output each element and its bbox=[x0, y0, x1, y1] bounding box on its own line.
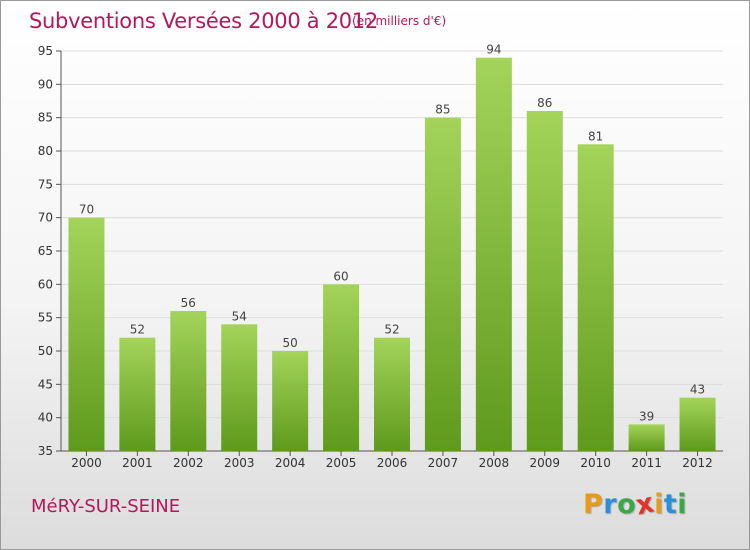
logo-letter: i bbox=[654, 489, 664, 520]
logo-letter: o bbox=[617, 489, 637, 520]
bar-2007 bbox=[424, 117, 461, 452]
x-tick-label: 2002 bbox=[173, 456, 204, 470]
y-tick-label: 60 bbox=[38, 277, 53, 291]
data-label: 52 bbox=[130, 323, 145, 337]
data-label: 50 bbox=[283, 336, 298, 350]
logo-letter: i bbox=[677, 489, 688, 520]
x-tick-label: 2012 bbox=[682, 456, 713, 470]
bar-2002 bbox=[170, 311, 207, 451]
x-tick-label: 2004 bbox=[275, 456, 306, 470]
data-label: 94 bbox=[486, 43, 501, 57]
data-label: 54 bbox=[232, 309, 247, 323]
data-label: 81 bbox=[588, 129, 603, 143]
data-label: 39 bbox=[639, 409, 654, 423]
data-label: 52 bbox=[384, 323, 399, 337]
bar-2004 bbox=[272, 351, 309, 451]
y-tick-label: 50 bbox=[38, 344, 53, 358]
proxiti-logo: Proxiti bbox=[583, 487, 688, 521]
x-tick-label: 2011 bbox=[631, 456, 662, 470]
bar-2011 bbox=[628, 424, 665, 451]
y-tick-label: 55 bbox=[38, 311, 53, 325]
y-tick-label: 80 bbox=[38, 144, 53, 158]
y-tick-label: 65 bbox=[38, 244, 53, 258]
x-tick-label: 2010 bbox=[580, 456, 611, 470]
place-name: MéRY-SUR-SEINE bbox=[31, 496, 181, 517]
y-tick-label: 35 bbox=[38, 444, 53, 458]
data-label: 43 bbox=[690, 383, 705, 397]
y-tick-label: 90 bbox=[38, 77, 53, 91]
data-label: 56 bbox=[181, 296, 196, 310]
y-tick-label: 45 bbox=[38, 377, 53, 391]
bar-2010 bbox=[577, 144, 614, 452]
axes: 35 40 45 50 55 60 65 70 75 80 85 90 95 2000 2001 2002 20… bbox=[38, 44, 723, 470]
logo-letter: P bbox=[583, 489, 604, 520]
bar-2001 bbox=[119, 337, 156, 451]
bar-2012 bbox=[679, 397, 716, 451]
bar-2005 bbox=[323, 284, 360, 451]
bar-2006 bbox=[374, 337, 410, 451]
y-tick-label: 75 bbox=[38, 177, 53, 191]
y-tick-label: 40 bbox=[38, 411, 53, 425]
data-label: 85 bbox=[435, 103, 450, 117]
bar-2003 bbox=[221, 324, 258, 451]
logo-letter: r bbox=[603, 489, 618, 520]
bar-2009 bbox=[526, 111, 563, 451]
x-tick-label: 2003 bbox=[224, 456, 255, 470]
bar-2008 bbox=[475, 57, 512, 452]
x-tick-label: 2001 bbox=[122, 456, 153, 470]
unit-label: (en milliers d'€) bbox=[352, 14, 447, 28]
x-tick-label: 2005 bbox=[326, 456, 357, 470]
bars bbox=[68, 57, 716, 452]
x-tick-label: 2009 bbox=[529, 456, 560, 470]
y-tick-label: 95 bbox=[38, 44, 53, 58]
bar-2000 bbox=[68, 217, 105, 451]
data-label: 60 bbox=[333, 269, 348, 283]
logo-letter: t bbox=[663, 489, 678, 520]
y-tick-label: 85 bbox=[38, 111, 53, 125]
x-tick-label: 2006 bbox=[377, 456, 408, 470]
data-label: 86 bbox=[537, 96, 552, 110]
x-tick-label: 2000 bbox=[71, 456, 102, 470]
x-tick-label: 2008 bbox=[479, 456, 510, 470]
y-tick-label: 70 bbox=[38, 211, 53, 225]
chart-title: Subventions Versées 2000 à 2012 bbox=[29, 9, 378, 33]
x-tick-label: 2007 bbox=[428, 456, 459, 470]
data-labels: 70 52 56 54 50 60 52 85 94 86 81 39 43 bbox=[79, 43, 705, 424]
data-label: 70 bbox=[79, 203, 94, 217]
